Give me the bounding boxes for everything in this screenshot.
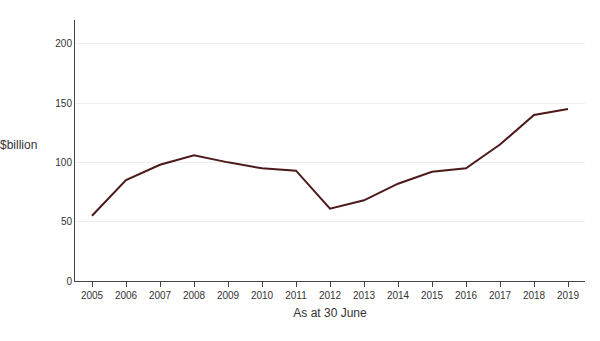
svg-text:2010: 2010 [251,290,274,301]
svg-text:2007: 2007 [149,290,172,301]
svg-text:150: 150 [55,98,72,109]
svg-text:2018: 2018 [523,290,546,301]
svg-text:As at 30 June: As at 30 June [293,306,367,320]
svg-text:2019: 2019 [557,290,580,301]
svg-text:2017: 2017 [489,290,512,301]
svg-text:2005: 2005 [81,290,104,301]
svg-text:0: 0 [66,276,72,287]
svg-text:2014: 2014 [387,290,410,301]
svg-text:2009: 2009 [217,290,240,301]
svg-text:2012: 2012 [319,290,342,301]
svg-text:2016: 2016 [455,290,478,301]
svg-text:2011: 2011 [285,290,307,301]
svg-text:2006: 2006 [115,290,138,301]
svg-text:2015: 2015 [421,290,444,301]
svg-text:200: 200 [55,38,72,49]
svg-text:100: 100 [55,157,72,168]
svg-text:2008: 2008 [183,290,206,301]
svg-text:$billion: $billion [0,138,37,152]
svg-text:2013: 2013 [353,290,376,301]
svg-text:50: 50 [61,216,73,227]
